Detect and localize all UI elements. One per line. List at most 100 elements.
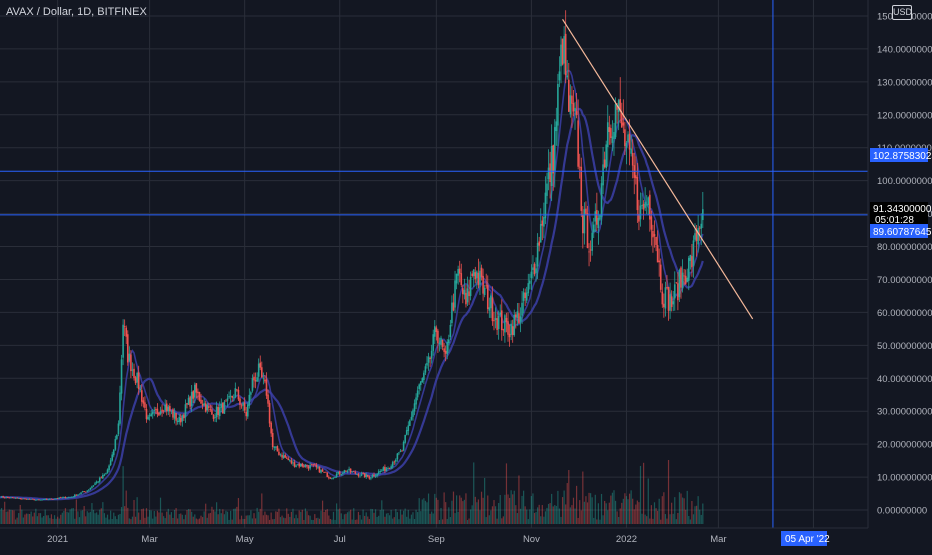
candle-body bbox=[638, 214, 640, 222]
candle-body bbox=[480, 267, 483, 277]
candle-body bbox=[289, 459, 291, 461]
volume-bar bbox=[24, 514, 26, 524]
volume-bar bbox=[374, 509, 377, 524]
grid bbox=[0, 0, 868, 528]
candle-body bbox=[189, 396, 191, 407]
volume-bar bbox=[527, 519, 529, 524]
volume-bar bbox=[336, 503, 338, 524]
volume-bar bbox=[685, 509, 687, 524]
candle-body bbox=[416, 390, 419, 398]
volume-bar bbox=[551, 493, 553, 524]
volume-bar bbox=[92, 509, 95, 524]
symbol-title[interactable]: AVAX / Dollar, 1D, BITFINEX bbox=[6, 6, 147, 18]
candle-body bbox=[619, 99, 622, 111]
volume-bar bbox=[449, 517, 451, 524]
candle-body bbox=[680, 267, 682, 288]
volume-bar bbox=[513, 490, 515, 524]
volume-bar bbox=[618, 516, 620, 524]
volume-bar bbox=[470, 509, 472, 524]
candle-body bbox=[424, 366, 427, 373]
candle-body bbox=[560, 44, 562, 67]
candle-body bbox=[561, 38, 564, 65]
volume-bar bbox=[373, 512, 375, 524]
candle-body bbox=[538, 241, 540, 246]
candle-body bbox=[232, 397, 235, 399]
candle-body bbox=[384, 466, 386, 471]
candle-body bbox=[678, 269, 681, 298]
volume-bar bbox=[407, 509, 409, 524]
volume-bar bbox=[256, 507, 258, 524]
candle-body bbox=[360, 473, 363, 476]
volume-bar bbox=[359, 515, 361, 524]
candle-body bbox=[566, 75, 569, 78]
volume-bar bbox=[694, 506, 696, 524]
candle-body bbox=[108, 465, 110, 471]
volume-bar bbox=[396, 512, 398, 524]
volume-bar bbox=[281, 515, 283, 524]
candle-body bbox=[441, 339, 444, 347]
volume-bar bbox=[110, 510, 112, 524]
candle-body bbox=[130, 354, 132, 372]
candle-body bbox=[476, 271, 478, 279]
volume-bar bbox=[565, 504, 567, 524]
volume-bar bbox=[638, 502, 640, 524]
volume-bar bbox=[309, 515, 311, 524]
volume-bar bbox=[75, 499, 77, 524]
candle-body bbox=[486, 285, 489, 309]
volume-bar bbox=[60, 514, 62, 524]
volume-bar bbox=[664, 514, 667, 524]
volume-bar bbox=[14, 519, 17, 524]
candle-body bbox=[276, 446, 279, 452]
volume-bar bbox=[624, 493, 626, 524]
trend-line[interactable] bbox=[562, 18, 754, 320]
candle-body bbox=[477, 272, 480, 286]
volume-bar bbox=[660, 519, 662, 524]
volume-bar bbox=[331, 519, 333, 524]
candle-body bbox=[181, 415, 184, 422]
candle-body bbox=[469, 276, 472, 297]
volume-bar bbox=[102, 502, 104, 524]
volume-bar bbox=[326, 509, 328, 524]
candle-body bbox=[370, 477, 372, 479]
candle-body bbox=[190, 391, 193, 406]
candle-body bbox=[603, 159, 606, 168]
volume-bar bbox=[275, 511, 277, 524]
price-tick-label: 30.00000000 bbox=[877, 407, 932, 418]
candle-body bbox=[24, 498, 26, 500]
candle-body bbox=[630, 148, 632, 154]
candle-body bbox=[689, 254, 692, 262]
volume-bar bbox=[438, 519, 441, 524]
volume-bar bbox=[516, 513, 518, 524]
volume-bar bbox=[465, 493, 467, 524]
candle-body bbox=[652, 231, 654, 238]
volume-bar bbox=[613, 490, 615, 524]
volume-bar bbox=[321, 500, 324, 524]
volume-bar bbox=[429, 513, 431, 524]
volume-bar bbox=[368, 519, 370, 524]
volume-bar bbox=[134, 516, 137, 524]
candle-body bbox=[254, 380, 257, 382]
drawings[interactable] bbox=[0, 0, 868, 528]
volume-bar bbox=[354, 519, 356, 524]
currency-button[interactable]: USD bbox=[892, 5, 912, 20]
candle-body bbox=[264, 379, 266, 382]
candle-body bbox=[172, 409, 174, 418]
volume-bar bbox=[78, 517, 81, 524]
volume-bar bbox=[677, 512, 679, 524]
volume-bar bbox=[681, 497, 684, 524]
volume-bar bbox=[543, 516, 545, 524]
candle-body bbox=[159, 410, 162, 415]
volume-bar bbox=[286, 508, 288, 524]
volume-bar bbox=[537, 507, 539, 524]
volume-bar bbox=[38, 513, 40, 524]
candle-body bbox=[137, 372, 140, 390]
volume-bar bbox=[540, 516, 542, 524]
volume-bar bbox=[325, 509, 327, 524]
candle-body bbox=[374, 475, 377, 477]
candle-body bbox=[155, 409, 157, 411]
volume-bar bbox=[203, 511, 205, 524]
volume-bar bbox=[498, 503, 500, 524]
volume-bar bbox=[237, 498, 240, 524]
volume-bar bbox=[549, 503, 551, 524]
